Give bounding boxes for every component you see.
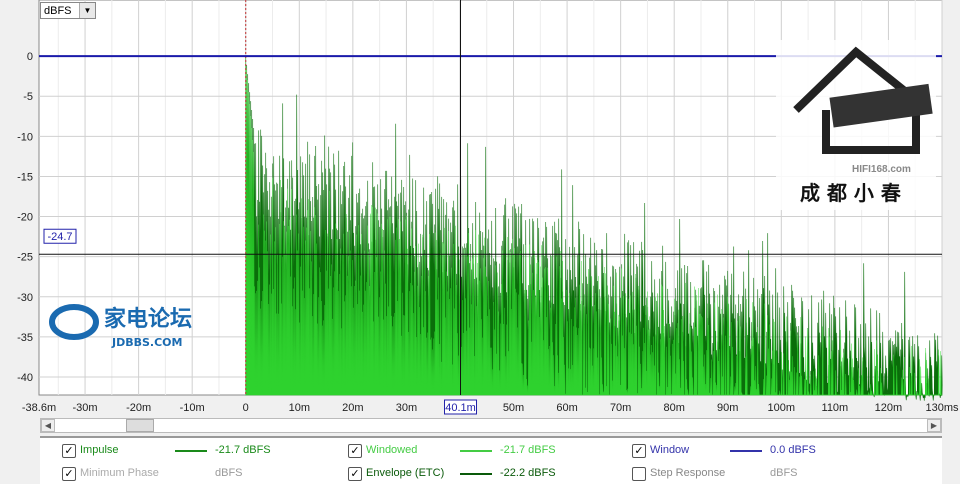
legend-label: Minimum Phase (80, 467, 159, 479)
legend-checkbox[interactable]: ✓ (348, 467, 362, 481)
legend-swatch (730, 473, 762, 475)
legend-checkbox[interactable]: ✓ (632, 444, 646, 458)
x-tick-label: 80m (664, 402, 685, 414)
cursor-y-box (43, 228, 77, 244)
legend-label: Impulse (80, 444, 119, 456)
legend-swatch (730, 450, 762, 452)
x-tick-label: 20m (342, 402, 363, 414)
legend-value: dBFS (770, 467, 798, 479)
x-tick-label: -30m (73, 402, 98, 414)
scroll-thumb[interactable] (126, 419, 154, 432)
legend-checkbox[interactable] (632, 467, 646, 481)
legend-panel: ✓ Impulse -21.7 dBFS ✓ Windowed -21.7 dBFS ✓ Wi… (40, 436, 942, 484)
x-tick-label: 100m (768, 402, 796, 414)
x-tick-label: 0 (243, 402, 249, 414)
y-tick-label: -5 (23, 91, 33, 103)
y-tick-label: -35 (17, 332, 33, 344)
y-tick-label: -20 (17, 212, 33, 224)
legend-checkbox[interactable]: ✓ (62, 467, 76, 481)
y-tick-label: -30 (17, 292, 33, 304)
horizontal-scrollbar[interactable]: ◀ ▶ (40, 418, 942, 433)
cursor-x-label: 40.1m (445, 402, 476, 414)
x-tick-label: 120m (875, 402, 903, 414)
x-tick-label: 70m (610, 402, 631, 414)
legend-value: -21.7 dBFS (500, 444, 556, 456)
y-tick-label: -40 (17, 372, 33, 384)
legend-swatch (460, 473, 492, 475)
legend-label: Window (650, 444, 690, 456)
legend-value: -21.7 dBFS (215, 444, 271, 456)
unit-value: dBFS (44, 5, 72, 17)
cursor-x-box (444, 399, 478, 415)
x-tick-label: 90m (717, 402, 738, 414)
x-tick-label: 110m (822, 402, 849, 414)
y-tick-label: -10 (17, 131, 33, 143)
legend-label: Step Response (650, 467, 726, 479)
x-tick-label: 30m (396, 402, 417, 414)
legend-swatch (175, 450, 207, 452)
x-tick-label: 10m (289, 402, 310, 414)
windowed-series (245, 56, 943, 396)
legend-checkbox[interactable]: ✓ (62, 444, 76, 458)
legend-value: -22.2 dBFS (500, 467, 556, 479)
x-tick-label: 50m (503, 402, 524, 414)
scroll-left-icon[interactable]: ◀ (41, 419, 55, 432)
impulse-chart[interactable]: 0 -5 -10 -15 -20 -25 -30 -35 -40 -38.6m -30m -20m -1… (0, 0, 960, 418)
legend-label: Windowed (366, 444, 418, 456)
scroll-right-icon[interactable]: ▶ (927, 419, 941, 432)
legend-label: Envelope (ETC) (366, 467, 445, 479)
unit-dropdown[interactable]: dBFS ▼ (40, 2, 96, 19)
legend-checkbox[interactable]: ✓ (348, 444, 362, 458)
legend-value: dBFS (215, 467, 243, 479)
x-tick-label: -38.6m (22, 402, 56, 414)
legend-swatch (460, 450, 492, 452)
legend-swatch (175, 473, 207, 475)
y-tick-label: -25 (17, 252, 33, 264)
y-tick-label: 0 (27, 51, 33, 63)
x-tick-label: 130ms (925, 402, 959, 414)
cursor-y-label: -24.7 (47, 231, 72, 243)
x-tick-label: -10m (180, 402, 205, 414)
chevron-down-icon[interactable]: ▼ (79, 3, 95, 18)
x-tick-label: 60m (556, 402, 577, 414)
legend-value: 0.0 dBFS (770, 444, 816, 456)
y-tick-label: -15 (17, 171, 33, 183)
x-tick-label: -20m (126, 402, 151, 414)
